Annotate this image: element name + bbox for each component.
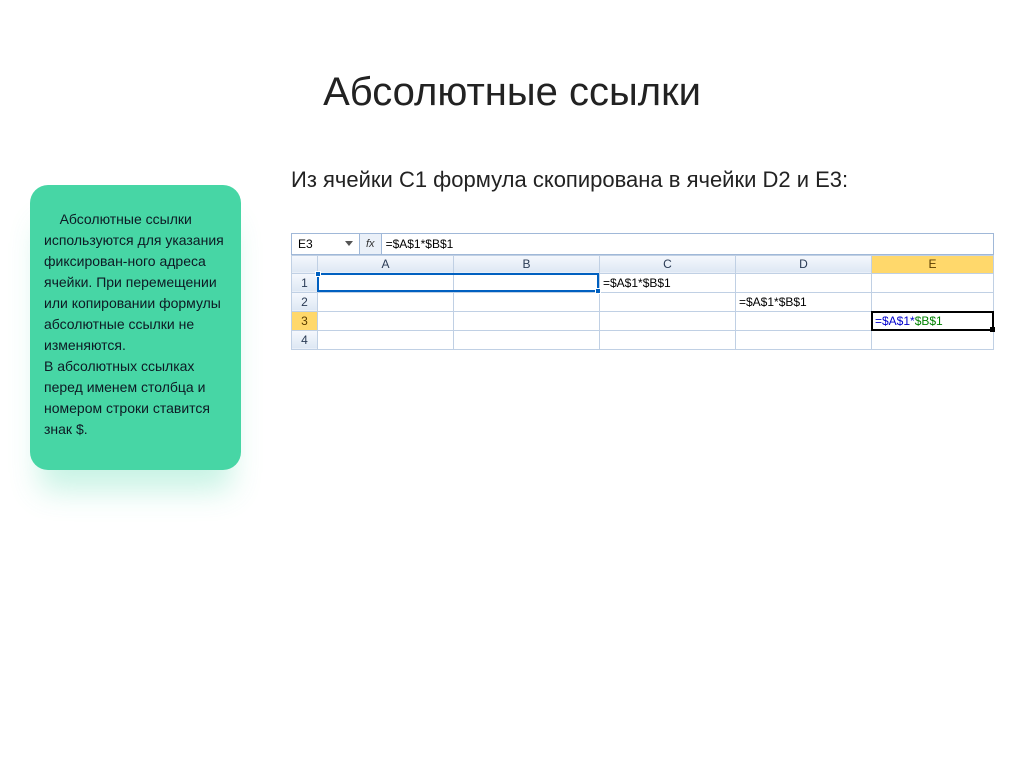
col-header-B[interactable]: B: [454, 255, 600, 273]
row-header-3[interactable]: 3: [292, 311, 318, 330]
fx-icon[interactable]: fx: [366, 238, 375, 250]
col-header-C[interactable]: C: [600, 255, 736, 273]
cell-A4[interactable]: [318, 330, 454, 349]
side-note-lead: Абсолютные ссылки: [44, 211, 192, 227]
content-area: Абсолютные ссылки используются для указа…: [0, 115, 1024, 470]
row-2: 2 =$A$1*$B$1: [292, 292, 994, 311]
column-header-row: A B C D E: [292, 255, 994, 273]
name-box-dropdown-icon[interactable]: [345, 241, 353, 246]
cell-C2[interactable]: [600, 292, 736, 311]
cell-D2[interactable]: =$A$1*$B$1: [736, 292, 872, 311]
cell-B4[interactable]: [454, 330, 600, 349]
name-box[interactable]: E3: [292, 234, 360, 254]
formula-bar: E3 fx =$A$1*$B$1: [291, 233, 994, 255]
row-3: 3 =$A$1*$B$1: [292, 311, 994, 330]
col-header-E[interactable]: E: [872, 255, 994, 273]
side-note: Абсолютные ссылки используются для указа…: [30, 185, 241, 470]
slide-title: Абсолютные ссылки: [0, 0, 1024, 115]
name-box-value: E3: [298, 237, 313, 251]
cell-E3[interactable]: =$A$1*$B$1: [872, 311, 994, 330]
cell-A2[interactable]: [318, 292, 454, 311]
row-header-1[interactable]: 1: [292, 273, 318, 292]
cell-B3[interactable]: [454, 311, 600, 330]
side-note-body2: В абсолютных ссылках перед именем столбц…: [44, 358, 210, 437]
cell-A1[interactable]: [318, 273, 454, 292]
cell-E1[interactable]: [872, 273, 994, 292]
cell-grid[interactable]: A B C D E 1: [291, 255, 994, 350]
cell-E4[interactable]: [872, 330, 994, 349]
formula-input-value: =$A$1*$B$1: [386, 237, 454, 251]
cell-D1[interactable]: [736, 273, 872, 292]
cell-C3[interactable]: [600, 311, 736, 330]
cell-E3-content: =$A$1*$B$1: [875, 314, 943, 328]
select-all-corner[interactable]: [292, 255, 318, 273]
formula-input[interactable]: =$A$1*$B$1: [382, 234, 993, 254]
cell-C1[interactable]: =$A$1*$B$1: [600, 273, 736, 292]
cell-D4[interactable]: [736, 330, 872, 349]
cell-B2[interactable]: [454, 292, 600, 311]
spreadsheet-mock: E3 fx =$A$1*$B$1 A: [291, 233, 994, 350]
cell-E2[interactable]: [872, 292, 994, 311]
row-4: 4: [292, 330, 994, 349]
row-header-4[interactable]: 4: [292, 330, 318, 349]
fx-zone: fx: [360, 234, 382, 254]
example-text: Из ячейки C1 формула скопирована в ячейк…: [291, 165, 994, 195]
main-column: Из ячейки C1 формула скопирована в ячейк…: [271, 165, 994, 470]
cell-C4[interactable]: [600, 330, 736, 349]
cell-B1[interactable]: [454, 273, 600, 292]
cell-D3[interactable]: [736, 311, 872, 330]
row-header-2[interactable]: 2: [292, 292, 318, 311]
cell-A3[interactable]: [318, 311, 454, 330]
side-note-body1: используются для указания фиксирован-ног…: [44, 232, 224, 353]
col-header-A[interactable]: A: [318, 255, 454, 273]
row-1: 1 =$A$1*$B$1: [292, 273, 994, 292]
col-header-D[interactable]: D: [736, 255, 872, 273]
